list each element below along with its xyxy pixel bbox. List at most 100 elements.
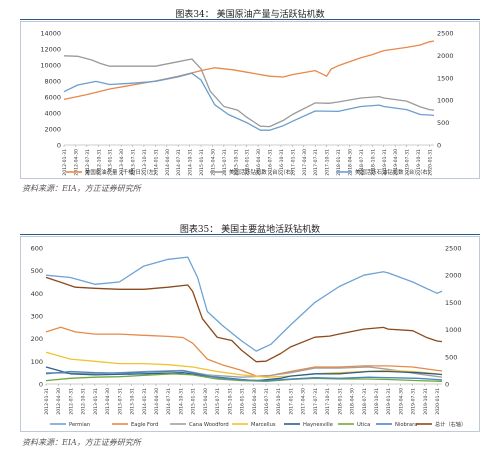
- x-tick-label: 2019-07-31: [411, 388, 417, 415]
- y-left-tick-label: 8000: [44, 78, 61, 86]
- x-tick-label: 2018-04-30: [347, 149, 353, 176]
- x-tick-label: 2014-04-30: [165, 149, 171, 176]
- source-note-1: 资料来源：EIA，方正证券研究所: [22, 184, 141, 193]
- x-tick-label: 2017-01-31: [290, 149, 296, 176]
- y-right-tick-label: 1500: [437, 74, 454, 82]
- legend-label: Marcellus: [251, 422, 276, 428]
- x-tick-label: 2017-04-30: [301, 388, 307, 415]
- x-tick-label: 2013-04-30: [119, 149, 125, 176]
- x-tick-label: 2015-10-31: [233, 149, 239, 176]
- x-tick-label: 2018-10-31: [374, 388, 380, 415]
- x-tick-label: 2015-01-31: [191, 388, 197, 415]
- chart-frame-2: [20, 236, 480, 432]
- y-left-tick-label: 2000: [44, 126, 61, 134]
- x-tick-label: 2016-01-31: [245, 149, 251, 176]
- legend-label: 总计（右轴）: [435, 420, 466, 428]
- y-right-tick-label: 1000: [445, 326, 462, 334]
- x-tick-label: 2017-07-31: [313, 388, 319, 415]
- x-tick-label: 2017-10-31: [325, 149, 331, 176]
- x-tick-label: 2018-07-31: [362, 388, 368, 415]
- x-tick-label: 2014-10-31: [178, 388, 184, 415]
- x-tick-label: 2019-07-31: [405, 149, 411, 176]
- y-left-tick-label: 300: [31, 313, 43, 321]
- x-tick-label: 2018-07-31: [359, 149, 365, 176]
- x-tick-label: 2018-01-31: [336, 149, 342, 176]
- legend-label: Niobrara: [395, 422, 417, 428]
- y-left-tick-label: 0: [39, 381, 43, 389]
- x-tick-label: 2015-07-31: [215, 388, 221, 415]
- title-rule: [20, 234, 480, 235]
- chart-1: 0 2000 4000 6000 8000 10000 12000 14000 0 500 1000…: [40, 30, 454, 177]
- legend-label: Utica: [357, 422, 370, 428]
- x-tick-label: 2012-01-31: [62, 149, 68, 176]
- figure-title-1: 图表34： 美国原油产量与活跃钻机数: [0, 7, 500, 20]
- y-left-tick-label: 6000: [44, 94, 61, 102]
- y-left-tick-label: 400: [31, 290, 43, 298]
- x-tick-label: 2012-10-31: [81, 388, 87, 415]
- y-right-tick-label: 500: [445, 353, 457, 361]
- x-tick-label: 2018-01-31: [337, 388, 343, 415]
- legend-label: Eagle Ford: [131, 422, 158, 428]
- x-tick-label: 2012-01-31: [44, 388, 50, 415]
- x-tick-label: 2015-01-31: [199, 149, 205, 176]
- legend-label: Permian: [69, 422, 90, 428]
- x-tick-label: 2015-07-31: [222, 149, 228, 176]
- figure-title-text: 美国主要盆地活跃钻机数: [221, 225, 321, 235]
- x-tick-label: 2016-10-31: [279, 149, 285, 176]
- y-left-tick-label: 0: [57, 142, 61, 150]
- x-tick-label: 2016-07-31: [264, 388, 270, 415]
- series-line-2: [45, 366, 443, 378]
- x-tick-label: 2012-04-30: [73, 149, 79, 176]
- source-note-2: 资料来源：EIA，方正证券研究所: [22, 438, 141, 447]
- x-tick-label: 2012-04-30: [56, 388, 62, 415]
- x-tick-label: 2016-10-31: [276, 388, 282, 415]
- figure-label: 图表34：: [175, 10, 214, 20]
- y-left-tick-label: 500: [31, 267, 43, 275]
- y-left-tick-label: 12000: [40, 46, 61, 54]
- x-tick-label: 2018-10-31: [370, 149, 376, 176]
- legend-label: 美国活跃石油钻机数（台）（右）: [355, 168, 433, 176]
- x-tick-label: 2019-01-31: [386, 388, 392, 415]
- series-line-0: [63, 40, 435, 101]
- x-tick-label: 2012-10-31: [96, 149, 102, 176]
- series-line-2: [63, 72, 435, 131]
- y-left-tick-label: 100: [31, 358, 43, 366]
- y-right-tick-label: 0: [437, 142, 441, 150]
- x-tick-label: 2013-10-31: [142, 149, 148, 176]
- x-tick-label: 2013-01-31: [93, 388, 99, 415]
- chart-frame-1: [20, 21, 480, 179]
- series-line-4: [45, 366, 443, 382]
- x-tick-label: 2015-04-30: [203, 388, 209, 415]
- y-right-tick-label: 2500: [445, 245, 462, 253]
- x-tick-label: 2014-07-31: [176, 149, 182, 176]
- x-tick-label: 2020-01-31: [427, 149, 433, 176]
- x-tick-label: 2015-04-30: [210, 149, 216, 176]
- series-line-0: [45, 256, 443, 352]
- x-tick-label: 2012-07-31: [68, 388, 74, 415]
- legend-label: Haynesville: [303, 422, 333, 428]
- x-tick-label: 2013-07-31: [131, 149, 137, 176]
- figure-title-text: 美国原油产量与活跃钻机数: [216, 10, 325, 20]
- x-tick-label: 2019-04-30: [398, 388, 404, 415]
- x-tick-label: 2019-10-31: [423, 388, 429, 415]
- y-left-tick-label: 600: [31, 245, 43, 253]
- x-tick-label: 2013-04-30: [105, 388, 111, 415]
- figure-title-2: 图表35： 美国主要盆地活跃钻机数: [0, 222, 500, 235]
- y-right-tick-label: 500: [437, 119, 449, 127]
- x-tick-label: 2017-01-31: [288, 388, 294, 415]
- x-tick-label: 2012-07-31: [85, 149, 91, 176]
- y-right-tick-label: 1500: [445, 299, 462, 307]
- y-left-tick-label: 4000: [44, 110, 61, 118]
- x-tick-label: 2013-10-31: [130, 388, 136, 415]
- y-right-tick-label: 1000: [437, 97, 454, 105]
- series-line-1: [45, 326, 443, 377]
- x-tick-label: 2016-07-31: [268, 149, 274, 176]
- y-right-tick-label: 2000: [445, 272, 462, 280]
- series-line-6: [45, 370, 443, 382]
- x-tick-label: 2015-10-31: [227, 388, 233, 415]
- x-tick-label: 2013-01-31: [108, 149, 114, 176]
- title-rule: [20, 19, 480, 20]
- x-tick-label: 2017-04-30: [302, 149, 308, 176]
- x-tick-label: 2016-01-31: [240, 388, 246, 415]
- x-tick-label: 2017-07-31: [313, 149, 319, 176]
